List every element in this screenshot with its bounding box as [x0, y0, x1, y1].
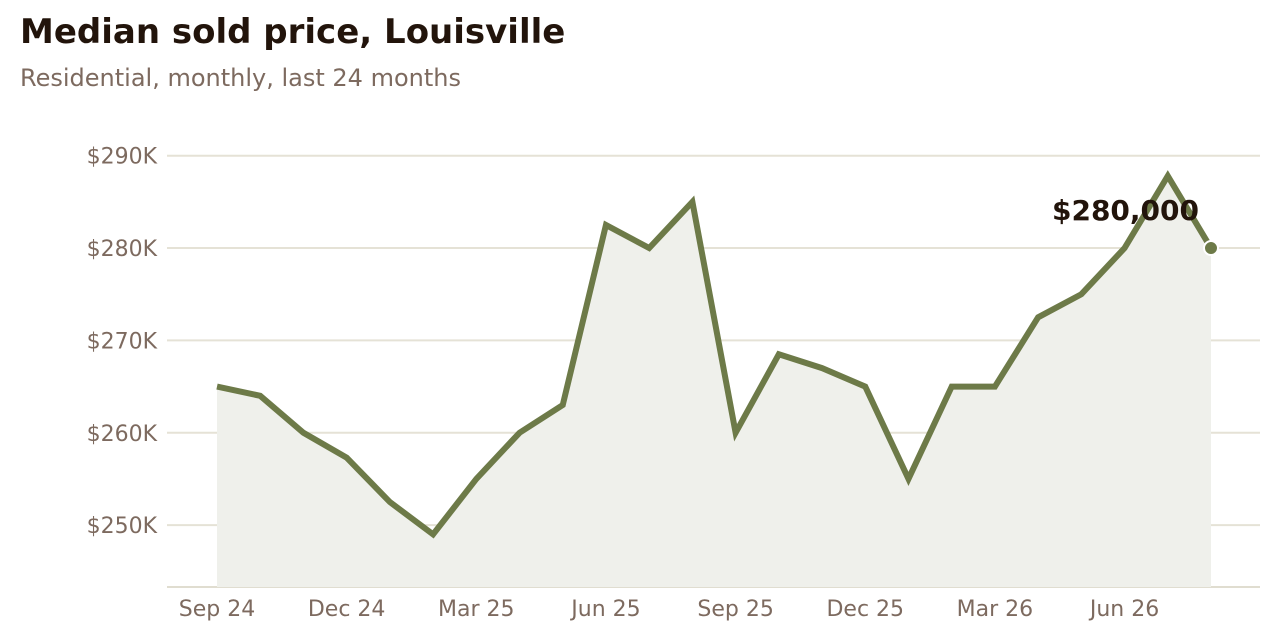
y-tick-label: $280K [87, 237, 158, 262]
x-tick-label: Jun 25 [569, 597, 640, 622]
data-point [689, 199, 695, 205]
data-point [387, 499, 393, 505]
data-point [1165, 173, 1171, 179]
chart-title: Median sold price, Louisville [20, 12, 566, 52]
data-point [1078, 291, 1084, 297]
series-area [217, 176, 1211, 587]
x-tick-label: Sep 25 [697, 597, 773, 622]
data-point [473, 476, 479, 482]
data-point [949, 384, 955, 390]
data-point [992, 384, 998, 390]
chart-subtitle: Residential, monthly, last 24 months [20, 64, 461, 92]
data-point [300, 430, 306, 436]
x-tick-label: Mar 25 [438, 597, 515, 622]
data-point [646, 245, 652, 251]
data-point [819, 365, 825, 371]
data-point [430, 531, 436, 537]
data-point [1035, 314, 1041, 320]
data-point [257, 393, 263, 399]
data-point [214, 384, 220, 390]
data-point [733, 430, 739, 436]
last-value-label: $280,000 [1052, 194, 1199, 227]
series-line [216, 170, 1214, 539]
data-point [776, 351, 782, 357]
data-point [603, 222, 609, 228]
data-point [862, 384, 868, 390]
data-point [905, 476, 911, 482]
x-tick-label: Mar 26 [957, 597, 1034, 622]
data-point [517, 430, 523, 436]
x-tick-label: Dec 25 [826, 597, 904, 622]
data-point [344, 455, 350, 461]
x-tick-label: Dec 24 [308, 597, 386, 622]
data-point [1122, 245, 1128, 251]
y-tick-label: $290K [87, 145, 158, 170]
y-tick-label: $270K [87, 329, 158, 354]
data-point [560, 402, 566, 408]
x-tick-label: Sep 24 [179, 597, 255, 622]
y-tick-label: $260K [87, 422, 158, 447]
y-tick-label: $250K [87, 514, 158, 539]
x-tick-label: Jun 26 [1088, 597, 1159, 622]
last-point-marker [1203, 240, 1219, 257]
